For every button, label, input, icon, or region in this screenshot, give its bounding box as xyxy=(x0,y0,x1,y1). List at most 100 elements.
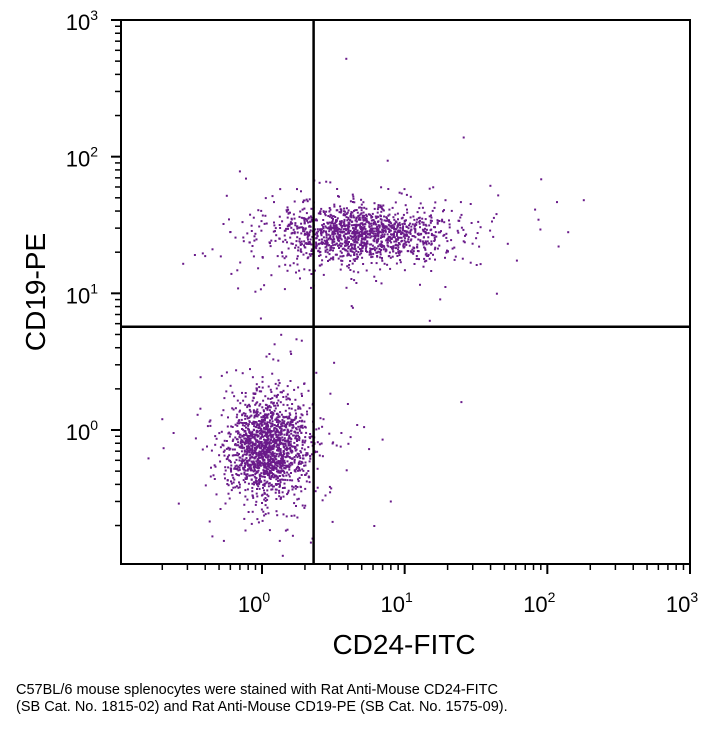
scatter-point xyxy=(439,298,442,301)
scatter-point xyxy=(400,217,403,220)
scatter-point xyxy=(381,438,384,441)
scatter-point xyxy=(243,466,246,469)
scatter-point xyxy=(305,454,308,457)
scatter-point xyxy=(442,210,444,213)
scatter-point xyxy=(281,419,284,421)
scatter-point xyxy=(228,454,231,457)
scatter-point xyxy=(259,422,262,425)
scatter-point xyxy=(244,417,247,420)
scatter-point xyxy=(274,227,277,230)
scatter-point xyxy=(419,283,421,286)
scatter-point xyxy=(257,464,260,467)
scatter-point xyxy=(315,243,318,246)
scatter-point xyxy=(265,222,268,225)
scatter-point xyxy=(364,228,367,231)
scatter-point xyxy=(332,222,335,225)
scatter-point xyxy=(261,376,264,379)
scatter-point xyxy=(423,211,426,214)
scatter-point xyxy=(237,287,240,290)
scatter-point xyxy=(347,218,350,221)
scatter-point xyxy=(285,255,288,258)
scatter-point xyxy=(264,470,267,473)
scatter-point xyxy=(279,411,282,414)
scatter-point xyxy=(307,217,310,220)
scatter-point xyxy=(398,231,400,233)
scatter-point xyxy=(377,220,380,223)
scatter-point xyxy=(278,237,281,240)
scatter-point xyxy=(283,257,286,260)
scatter-point xyxy=(297,478,299,481)
scatter-point xyxy=(243,424,246,427)
scatter-point xyxy=(268,458,271,461)
scatter-point xyxy=(264,497,267,499)
scatter-point xyxy=(389,256,392,259)
scatter-point xyxy=(300,222,303,225)
scatter-point xyxy=(425,252,428,255)
scatter-point xyxy=(298,468,301,471)
scatter-point xyxy=(429,219,432,222)
scatter-point xyxy=(258,487,261,490)
scatter-point xyxy=(321,238,324,241)
scatter-point xyxy=(262,435,265,438)
scatter-point xyxy=(343,230,346,233)
scatter-point xyxy=(298,429,301,432)
scatter-point xyxy=(256,464,259,467)
scatter-point xyxy=(273,224,276,227)
scatter-point xyxy=(254,403,257,406)
scatter-point xyxy=(305,212,308,215)
scatter-point xyxy=(360,250,362,252)
scatter-point xyxy=(233,448,236,451)
scatter-point xyxy=(279,433,282,436)
scatter-point xyxy=(356,255,359,258)
scatter-point xyxy=(259,412,262,415)
scatter-point xyxy=(256,408,259,411)
scatter-point xyxy=(244,469,247,472)
scatter-point xyxy=(275,510,278,513)
scatter-point xyxy=(238,481,240,484)
scatter-point xyxy=(377,230,380,233)
scatter-point xyxy=(332,249,334,252)
figure-caption: C57BL/6 mouse splenocytes were stained w… xyxy=(16,682,706,716)
scatter-point xyxy=(491,220,493,223)
scatter-point xyxy=(243,441,246,444)
scatter-point xyxy=(330,217,333,219)
scatter-point xyxy=(339,235,342,238)
scatter-point xyxy=(290,432,293,435)
scatter-point xyxy=(273,467,276,470)
scatter-point xyxy=(267,385,270,388)
scatter-point xyxy=(415,221,418,224)
scatter-point xyxy=(325,180,328,183)
scatter-point xyxy=(278,426,281,429)
scatter-point xyxy=(348,241,350,243)
scatter-point xyxy=(366,240,369,243)
scatter-point xyxy=(227,466,230,469)
scatter-point xyxy=(347,216,350,219)
scatter-point xyxy=(226,455,229,458)
scatter-point xyxy=(246,498,249,501)
scatter-point xyxy=(333,229,336,232)
scatter-point xyxy=(247,468,249,471)
scatter-point xyxy=(246,449,249,452)
scatter-point xyxy=(230,480,232,483)
scatter-point xyxy=(298,269,301,272)
scatter-point xyxy=(434,246,437,249)
scatter-point xyxy=(268,529,271,532)
scatter-point xyxy=(366,250,368,253)
scatter-point xyxy=(377,224,380,227)
scatter-point xyxy=(263,466,266,469)
scatter-point xyxy=(356,211,359,214)
scatter-point xyxy=(357,231,360,234)
scatter-point xyxy=(321,455,324,458)
scatter-point xyxy=(242,236,245,239)
scatter-point xyxy=(351,246,354,249)
scatter-point xyxy=(196,413,199,416)
scatter-point xyxy=(235,444,238,447)
scatter-point xyxy=(381,207,383,210)
scatter-point xyxy=(253,235,256,238)
scatter-point xyxy=(245,457,248,459)
scatter-point xyxy=(401,227,404,230)
scatter-point xyxy=(418,258,420,261)
scatter-point xyxy=(271,434,273,437)
scatter-point xyxy=(359,222,362,225)
scatter-point xyxy=(393,234,395,237)
